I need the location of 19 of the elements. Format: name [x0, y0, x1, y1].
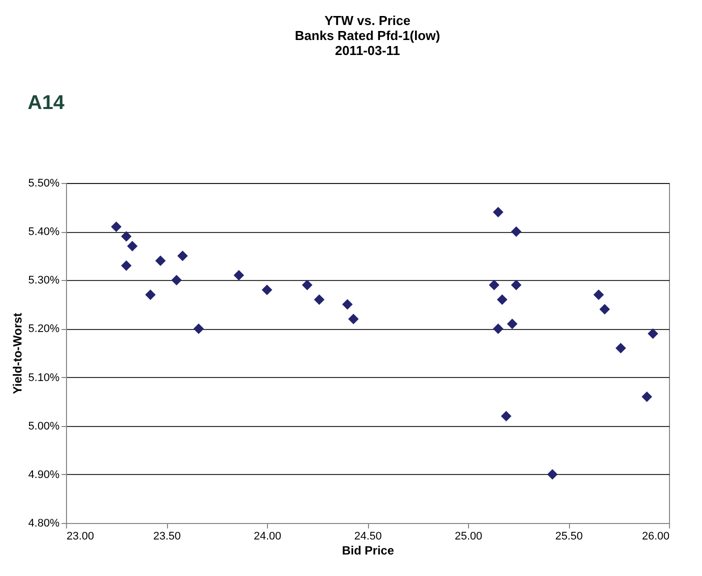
x-axis-title: Bid Price: [342, 544, 394, 558]
y-tick-label: 4.80%: [28, 518, 60, 530]
chart-title: YTW vs. Price Banks Rated Pfd-1(low) 2011-03-11: [294, 13, 440, 58]
y-axis-title: Yield-to-Worst: [10, 312, 24, 394]
x-tick-label: 24.50: [354, 530, 382, 542]
x-tick-label: 25.00: [454, 530, 482, 542]
y-tick-label: 5.10%: [28, 372, 60, 384]
x-tick-label: 25.50: [555, 530, 583, 542]
x-tick-label: 23.00: [66, 530, 94, 542]
text: A14: [28, 92, 66, 114]
y-tick-label: 4.90%: [28, 468, 60, 481]
y-tick-label: 5.50%: [28, 178, 60, 190]
x-tick-label: 24.00: [254, 530, 282, 542]
x-tick-label: 26.00: [642, 530, 670, 542]
y-tick-label: 5.00%: [28, 420, 60, 432]
x-tick-label: 23.50: [153, 530, 181, 542]
y-tick-label: 5.30%: [28, 274, 60, 287]
y-tick-label: 5.40%: [28, 226, 60, 238]
y-tick-label: 5.20%: [28, 323, 60, 336]
